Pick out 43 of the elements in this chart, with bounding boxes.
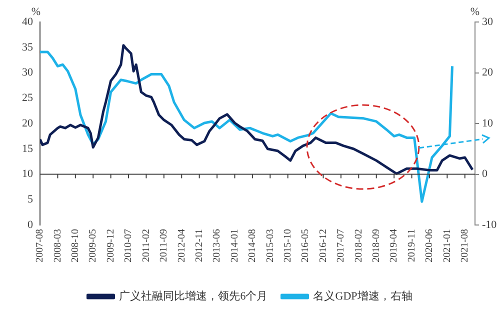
x-tick-label: 2016-05 (300, 229, 312, 262)
x-tick-label: 2021-08 (460, 229, 471, 262)
y-tick-label: 15 (22, 142, 34, 155)
x-tick-label: 2016-12 (318, 229, 329, 262)
y2-tick-label: 20 (482, 66, 494, 79)
x-tick-label: 2008-03 (52, 229, 64, 262)
x-tick-label: 2015-10 (282, 229, 294, 262)
y-tick-label: 25 (22, 92, 34, 104)
y-tick-label: 0 (28, 218, 34, 231)
x-tick-label: 2009-12 (105, 229, 116, 262)
x-tick-label: 2018-09 (370, 229, 382, 262)
x-tick-label: 2012-04 (176, 229, 188, 262)
y2-tick-label: 0 (482, 168, 488, 180)
x-tick-label: 2020-06 (424, 229, 436, 262)
y-tick-label: 20 (22, 117, 34, 130)
x-tick-label: 2007-08 (34, 229, 46, 262)
y2-tick-label: 30 (482, 16, 494, 28)
x-tick-label: 2013-06 (212, 229, 223, 262)
y-tick-label: 5 (28, 194, 34, 206)
x-tick-label: 2014-01 (229, 229, 240, 262)
y-axis-title: % (31, 6, 41, 18)
legend-label: 名义GDP增速，右轴 (313, 289, 412, 302)
legend-label: 广义社融同比增速，领先6个月 (119, 289, 268, 302)
x-tick-label: 2015-03 (264, 229, 276, 262)
x-tick-label: 2008-10 (70, 229, 82, 262)
x-tick-label: 2019-11 (406, 229, 418, 262)
y2-tick-label: 10 (482, 117, 494, 130)
x-tick-label: 2011-09 (158, 229, 170, 262)
x-tick-label: 2010-07 (123, 229, 134, 262)
y-tick-label: 35 (22, 41, 34, 54)
x-tick-label: 2014-08 (247, 229, 258, 262)
y2-axis-title: % (470, 6, 480, 18)
y-tick-label: 30 (22, 66, 34, 79)
x-tick-label: 2012-11 (194, 229, 205, 262)
x-tick-label: 2009-05 (88, 229, 99, 262)
x-tick-label: 2021-01 (442, 229, 453, 262)
x-tick-label: 2019-04 (388, 229, 400, 262)
x-tick-label: 2018-02 (353, 229, 364, 262)
x-tick-label: 2017-07 (336, 229, 347, 262)
y-tick-label: 40 (22, 16, 34, 28)
y2-tick-label: -10 (482, 218, 498, 231)
x-tick-label: 2011-02 (140, 229, 152, 262)
y-tick-label: 10 (22, 168, 34, 180)
